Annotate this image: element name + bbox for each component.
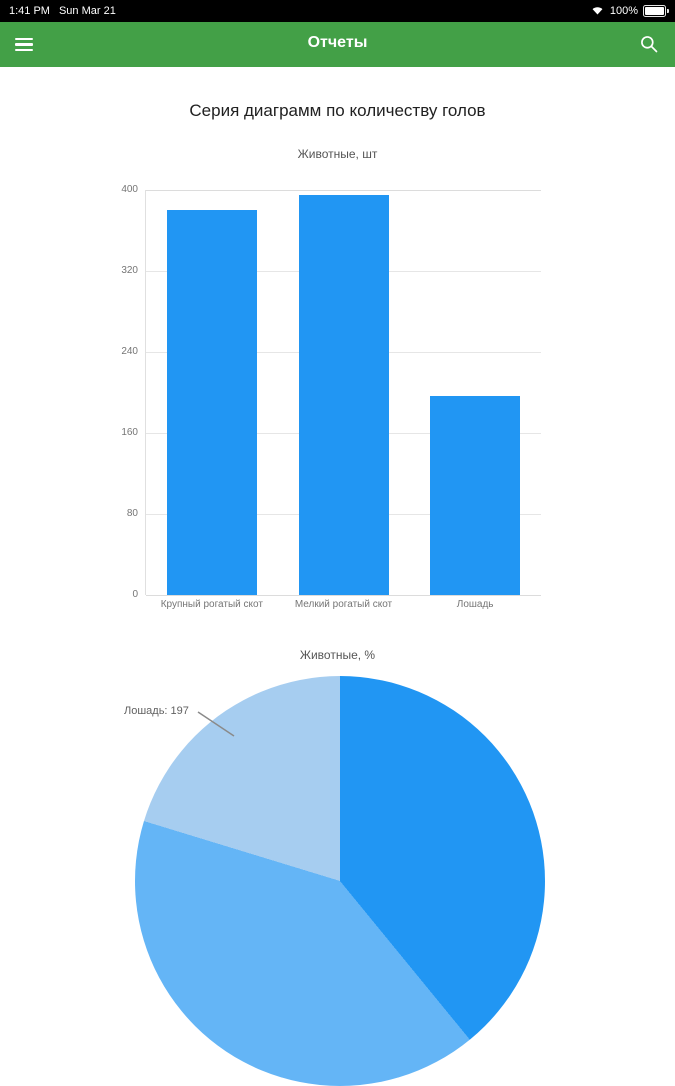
bar-2[interactable]	[430, 395, 521, 595]
bar-0[interactable]	[166, 210, 257, 595]
status-bar: 1:41 PM Sun Mar 21 100%	[0, 0, 675, 22]
app-bar: Отчеты	[0, 22, 675, 67]
y-axis-tick-label: 240	[121, 346, 138, 357]
gridline	[146, 190, 541, 191]
y-axis-tick-label: 160	[121, 427, 138, 438]
y-axis-tick-label: 80	[126, 508, 138, 519]
bar-chart-title: Животные, шт	[297, 147, 378, 161]
wifi-icon	[590, 4, 605, 18]
status-date: Sun Mar 21	[58, 5, 116, 17]
bar-1[interactable]	[298, 195, 389, 595]
pie-annotation-label: Лошадь: 197	[124, 705, 189, 717]
x-axis-label: Крупный рогатый скот	[160, 599, 263, 610]
app-bar-title: Отчеты	[307, 34, 368, 51]
status-right: 100%	[590, 4, 669, 18]
gridline	[146, 595, 541, 596]
search-icon[interactable]	[639, 34, 661, 56]
y-axis-tick-label: 320	[121, 265, 138, 276]
x-axis-label: Лошадь	[456, 599, 494, 610]
battery-icon	[643, 5, 669, 17]
pie-annotation-callout-line	[197, 711, 235, 737]
page-title: Серия диаграмм по количеству голов	[189, 101, 486, 120]
y-axis-tick-label: 400	[121, 184, 138, 195]
status-left: 1:41 PM Sun Mar 21	[9, 5, 116, 17]
battery-percent: 100%	[609, 5, 638, 17]
x-axis-label: Мелкий рогатый скот	[294, 599, 393, 610]
y-axis-tick-label: 0	[132, 589, 138, 600]
bar-chart-plot[interactable]: 0 80 160 240 320 400 Крупный рогатый скот Мелки…	[121, 184, 541, 610]
hamburger-menu-button[interactable]	[15, 35, 37, 54]
status-time: 1:41 PM	[9, 5, 50, 17]
pie-chart-title: Животные, %	[299, 648, 376, 662]
